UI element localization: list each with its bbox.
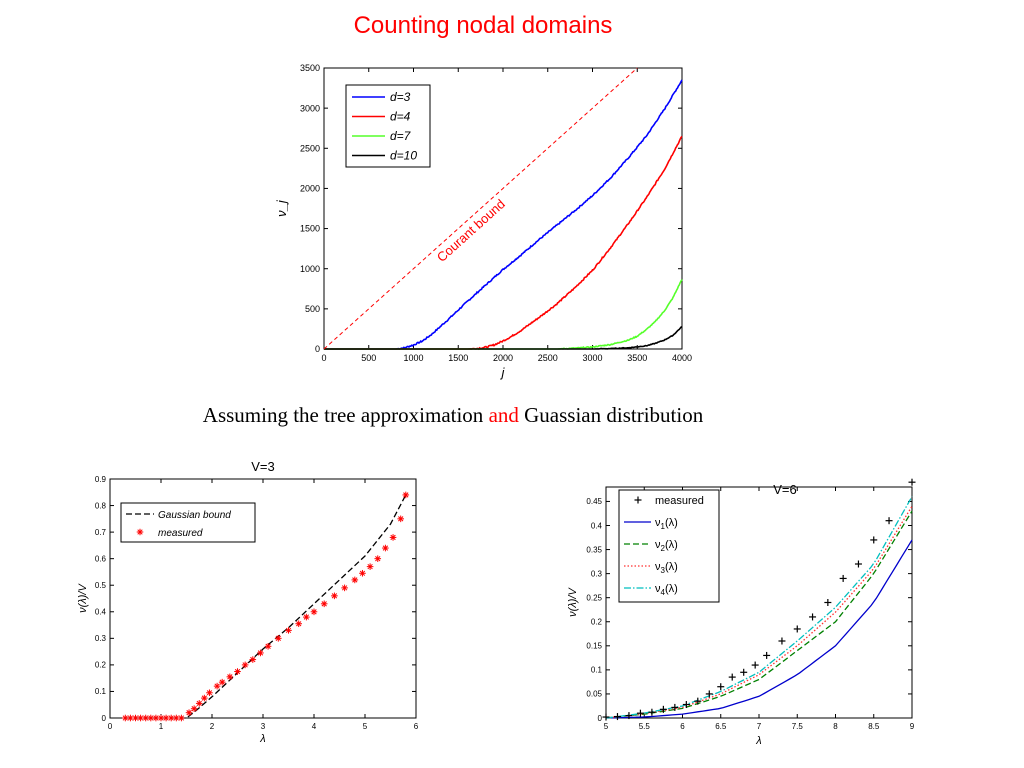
chart3-ylabel: ν(λ)/V	[567, 587, 579, 617]
chart1-ytick-label: 1500	[300, 224, 320, 234]
chart1-xtick-label: 3000	[582, 353, 602, 363]
chart2-xtick-label: 2	[210, 722, 215, 731]
chart2-ytick-label: 0.5	[95, 581, 107, 590]
chart2-xtick-label: 4	[312, 722, 317, 731]
chart3-xtick-label: 6	[680, 722, 685, 731]
chart2-xlabel: λ	[259, 733, 265, 745]
chart1-legend-label: d=4	[390, 110, 411, 124]
chart3-ytick-label: 0.35	[586, 545, 602, 554]
chart1-xtick-label: 1500	[448, 353, 468, 363]
chart3-ytick-label: 0.15	[586, 642, 602, 651]
chart1-ytick-label: 500	[305, 304, 320, 314]
chart3-xtick-label: 7.5	[792, 722, 804, 731]
chart3-legend: measured ν1(λ) ν2(λ) ν3(λ) ν4(λ)	[619, 490, 719, 602]
chart2-ylabel: ν(λ)/V	[77, 583, 89, 613]
chart3-measured-point	[909, 479, 916, 486]
chart1-ytick-label: 3500	[300, 63, 320, 73]
chart3-legend-label: ν1(λ)	[655, 517, 678, 531]
chart3-legend-label: ν3(λ)	[655, 561, 678, 575]
chart3-xtick-label: 6.5	[715, 722, 727, 731]
chart3-ytick-label: 0	[598, 714, 603, 723]
chart1-ytick-label: 2000	[300, 184, 320, 194]
chart1-ytick-label: 3000	[300, 103, 320, 113]
chart3-legend-label: measured	[655, 495, 704, 507]
chart2-ytick-label: 0.6	[95, 554, 107, 563]
chart1-xtick-label: 3500	[627, 353, 647, 363]
chart1-legend: d=3 d=4 d=7 d=10	[346, 85, 430, 167]
chart3-xtick-label: 9	[910, 722, 915, 731]
chart2-ytick-label: 0.1	[95, 687, 107, 696]
chart2-xtick-label: 5	[363, 722, 368, 731]
chart2-measured-point	[234, 668, 241, 675]
chart3-ytick-label: 0.4	[591, 521, 603, 530]
caption-and: and	[489, 403, 519, 427]
chart1-xtick-label: 4000	[672, 353, 692, 363]
chart2-ytick-label: 0.4	[95, 608, 107, 617]
chart2-ytick-label: 0.8	[95, 501, 107, 510]
chart2-legend-label: Gaussian bound	[158, 510, 231, 521]
chart2-measured-point	[178, 715, 185, 722]
chart2-ytick-label: 0	[102, 714, 107, 723]
chart2-axes: 0 1 2 3 4 5 6 0 0.1 0.2 0.3 0.4 0.5 0.6 0.7 0.8 0.9 λ ν(λ)…	[77, 459, 419, 745]
chart2-measured-point	[206, 689, 213, 696]
chart1-xtick-label: 2500	[538, 353, 558, 363]
chart3-ytick-label: 0.1	[591, 666, 603, 675]
chart1-xtick-label: 500	[361, 353, 376, 363]
chart3-ytick-label: 0.45	[586, 497, 602, 506]
chart3-title: V=6	[773, 482, 797, 497]
chart3-xtick-label: 8.5	[868, 722, 880, 731]
chart1-xlabel: j	[500, 365, 506, 380]
caption-part3: Guassian distribution	[519, 403, 703, 427]
chart2-ytick-label: 0.3	[95, 634, 107, 643]
chart3-xtick-label: 7	[757, 722, 762, 731]
chart3-xtick-label: 8	[833, 722, 838, 731]
chart2-legend: Gaussian bound measured	[121, 503, 255, 542]
chart1-legend-label: d=7	[390, 129, 412, 143]
chart3-legend-label: ν2(λ)	[655, 539, 678, 553]
chart1-legend-label: d=10	[390, 149, 417, 163]
chart2-ytick-label: 0.7	[95, 528, 107, 537]
chart2-measured-point	[214, 683, 221, 690]
chart1-ytick-label: 1000	[300, 264, 320, 274]
chart3-xtick-label: 5.5	[639, 722, 651, 731]
chart2-xtick-label: 1	[159, 722, 164, 731]
chart2-ytick-label: 0.2	[95, 661, 107, 670]
chart1-xtick-label: 2000	[493, 353, 513, 363]
caption-part1: Assuming the tree approximation	[203, 403, 489, 427]
chart3-xtick-label: 5	[604, 722, 609, 731]
slide-caption: Assuming the tree approximation and Guas…	[0, 403, 906, 428]
chart2-measured-point	[311, 608, 318, 615]
chart3-xlabel: λ	[755, 735, 761, 747]
chart2-title: V=3	[251, 459, 275, 474]
chart2-xtick-label: 3	[261, 722, 266, 731]
chart2-xtick-label: 0	[108, 722, 113, 731]
chart3-ytick-label: 0.25	[586, 593, 602, 602]
chart1-xtick-label: 0	[321, 353, 326, 363]
chart1-ytick-label: 0	[315, 344, 320, 354]
chart3-ytick-label: 0.3	[591, 569, 603, 578]
chart2-ytick-label: 0.9	[95, 475, 107, 484]
chart2-xtick-label: 6	[414, 722, 419, 731]
chart3-ytick-label: 0.2	[591, 618, 603, 627]
nodal-domains-chart: 0 500 1000 1500 2000 2500 3000 3500 400005001000…	[0, 0, 1024, 768]
chart2-legend-label: measured	[158, 528, 203, 539]
chart3-legend-label: ν4(λ)	[655, 583, 678, 597]
chart3-ytick-label: 0.05	[586, 690, 602, 699]
chart1-xtick-label: 1000	[403, 353, 423, 363]
chart2-measured-point	[191, 705, 198, 712]
chart2-measured-point	[186, 709, 193, 716]
chart1-legend-label: d=3	[390, 90, 411, 104]
chart1-ytick-label: 2500	[300, 143, 320, 153]
chart2-measured-point	[285, 627, 292, 634]
chart1-ylabel: ν_j	[274, 199, 289, 217]
